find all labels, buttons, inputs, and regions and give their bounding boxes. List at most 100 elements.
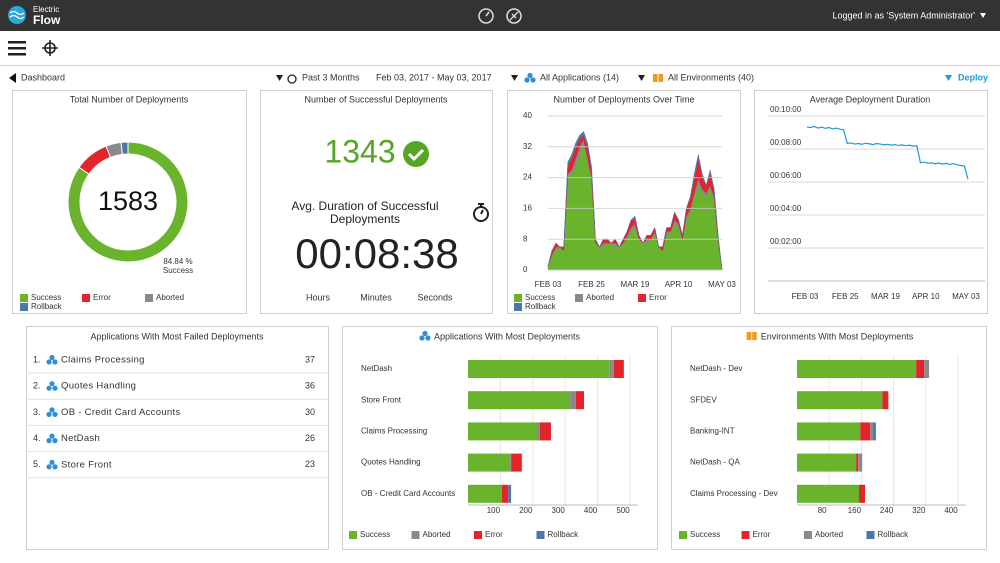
app-icon [49,381,55,387]
logo-mark [9,10,25,20]
x-tick-label: 160 [848,506,862,515]
bar-segment [870,422,874,441]
y-tick-label: 00:06:00 [770,171,802,180]
deploy-caret[interactable] [945,75,952,81]
back-arrow[interactable] [9,73,16,83]
app-icon [530,77,536,83]
rank: 5. [33,459,41,469]
bar-segment [575,391,584,410]
range-caret[interactable] [276,75,283,81]
app-icon [46,385,52,391]
legend-label: Aborted [815,530,843,539]
env-caret[interactable] [638,75,645,81]
category-label: NetDash [361,364,392,373]
app-icon [527,72,533,79]
y-tick-label: 00:02:00 [770,237,802,246]
failed-count: 26 [305,433,315,443]
legend-label: Aborted [586,293,614,302]
x-tick-label: 200 [519,506,533,515]
rank: 2. [33,381,41,391]
app-icon [52,438,58,444]
stopwatch-top [478,203,484,215]
x-tick-label: 320 [912,506,926,515]
y-tick-label: 24 [523,173,532,182]
donut-caption: Success [163,266,193,275]
bar-segment [856,453,859,472]
panel [260,90,493,314]
chart-title: Applications With Most Deployments [434,331,581,341]
range-filter[interactable]: Past 3 Months [302,72,360,82]
app-icon [49,407,55,413]
category-label: NetDash - Dev [690,364,742,373]
env-icon [746,332,752,340]
stopwatch-icon [287,74,297,84]
chart-title: Average Deployment Duration [810,94,930,104]
app-icon [46,359,52,365]
app-caret[interactable] [511,75,518,81]
legend-label: Rollback [878,530,910,539]
legend-label: Rollback [548,530,580,539]
environment-filter[interactable]: All Environments (40) [668,72,754,82]
x-tick-label: 400 [584,506,598,515]
check-icon [403,141,429,167]
application-filter[interactable]: All Applications (14) [540,72,619,82]
locate-icon[interactable] [42,40,58,56]
bar-segment [860,422,871,441]
bar-segment [539,422,551,441]
bar-segment [609,360,614,378]
hamburger-line [8,53,26,56]
legend-label: Error [93,293,111,302]
failed-count: 30 [305,407,315,417]
category-label: Store Front [361,395,402,404]
deploy-button[interactable]: Deploy [958,72,988,82]
bar-segment [797,453,857,472]
y-tick-label: 00:08:00 [770,138,802,147]
legend-swatch [638,294,646,302]
panel-title: Applications With Most Failed Deployment… [90,331,264,341]
bar-segment [916,360,925,378]
category-label: Claims Processing - Dev [690,489,778,498]
y-tick-label: 32 [523,142,532,151]
legend-swatch [82,294,90,302]
gauge-icon[interactable] [478,8,494,24]
app-icon [49,354,55,361]
bar-segment [468,360,610,378]
legend-swatch [145,294,153,302]
category-label: Banking-INT [690,427,735,436]
legend-label: Success [360,530,390,539]
legend-label: Rollback [31,302,63,311]
user-label[interactable]: Logged in as 'System Administrator' [832,10,975,20]
panel [26,326,329,550]
duration-title-line: Avg. Duration of Successful [291,199,438,213]
app-name: Claims Processing [61,355,145,366]
deploy-icon[interactable] [506,8,522,24]
app-icon [524,77,530,83]
check-mark [407,148,425,162]
bar-segment [502,484,509,503]
env-icon [653,74,658,82]
hamburger-line [8,41,26,44]
legend-swatch [741,531,750,539]
top-bar [0,0,1000,31]
legend-swatch [514,294,522,302]
legend-swatch [349,531,357,539]
chart-title: Number of Deployments Over Time [553,94,694,104]
app-icon [52,464,58,470]
user-menu-caret[interactable] [980,13,986,18]
duration-title-line: Deployments [330,212,400,226]
hamburger[interactable] [8,41,26,56]
bar-segment [501,484,503,503]
x-tick-label: FEB 25 [832,292,859,301]
donut-segment [67,141,189,263]
y-tick-label: 8 [523,234,528,243]
brand-bottom: Flow [33,13,61,27]
app-icon [419,335,425,341]
failed-count: 36 [305,381,315,391]
x-tick-label: FEB 25 [578,280,605,289]
back-link[interactable]: Dashboard [21,72,65,82]
bar-segment [873,422,876,441]
gauge-needle [485,11,490,17]
legend-swatch [804,531,812,539]
x-tick-label: MAR 19 [871,292,900,301]
